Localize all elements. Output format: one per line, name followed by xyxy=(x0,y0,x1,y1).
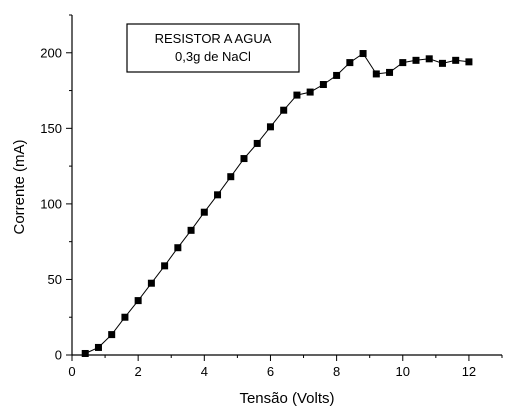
y-axis-title: Corrente (mA) xyxy=(11,139,28,234)
ticks: 0 2 4 6 8 10 12 0 50 100 150 200 xyxy=(40,14,503,379)
data-point xyxy=(227,173,235,181)
series-line xyxy=(84,52,469,354)
data-point xyxy=(412,56,420,64)
annotation-line-1: RESISTOR A AGUA xyxy=(155,31,272,46)
data-point xyxy=(359,50,367,58)
x-axis-title: Tensão (Volts) xyxy=(239,390,334,407)
data-point xyxy=(121,313,129,321)
data-point xyxy=(187,226,195,234)
x-tick-label: 2 xyxy=(135,364,142,379)
data-point xyxy=(372,70,380,78)
data-point xyxy=(134,297,142,305)
x-tick-label: 0 xyxy=(68,364,75,379)
data-point xyxy=(240,155,248,163)
series-group xyxy=(81,50,473,357)
x-tick-label: 8 xyxy=(333,364,340,379)
data-point xyxy=(333,71,341,79)
data-point xyxy=(108,331,116,339)
data-point xyxy=(214,191,222,199)
data-point xyxy=(200,208,208,216)
y-tick-label: 0 xyxy=(55,348,62,363)
data-point xyxy=(319,81,327,89)
annotation-line-2: 0,3g de NaCl xyxy=(175,49,251,64)
data-point xyxy=(174,244,182,252)
y-tick-label: 50 xyxy=(48,272,62,287)
y-tick-label: 150 xyxy=(40,121,62,136)
annotation-border xyxy=(126,23,300,73)
x-tick-label: 6 xyxy=(267,364,274,379)
data-point xyxy=(452,56,460,64)
data-point xyxy=(147,279,155,287)
data-point xyxy=(266,123,274,131)
data-point xyxy=(280,106,288,114)
axes xyxy=(71,15,502,356)
x-tick-label: 10 xyxy=(396,364,410,379)
x-tick-label: 4 xyxy=(201,364,208,379)
data-point xyxy=(94,343,102,351)
x-tick-label: 12 xyxy=(462,364,476,379)
data-point xyxy=(465,58,473,66)
annotation-box: RESISTOR A AGUA 0,3g de NaCl xyxy=(126,23,300,73)
data-point xyxy=(293,91,301,99)
data-point xyxy=(161,262,169,270)
data-point xyxy=(386,68,394,76)
data-point xyxy=(399,59,407,67)
data-point xyxy=(81,349,89,357)
data-point xyxy=(346,59,354,67)
data-point xyxy=(306,88,314,96)
y-tick-label: 200 xyxy=(40,45,62,60)
y-tick-label: 100 xyxy=(40,196,62,211)
data-point xyxy=(425,55,433,63)
data-point xyxy=(438,59,446,67)
data-point xyxy=(253,139,261,147)
